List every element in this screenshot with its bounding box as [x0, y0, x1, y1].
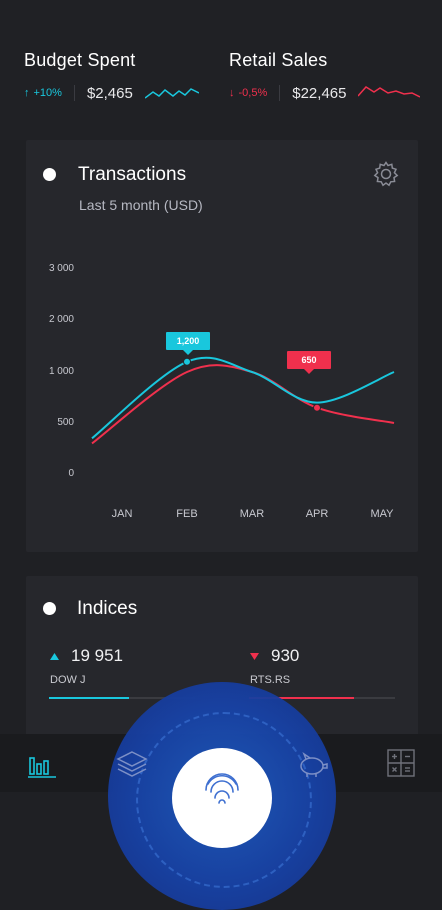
y-tick-label: 2 000	[48, 314, 74, 325]
index-value: 930	[271, 646, 300, 665]
tooltip-feb-value: 1,200	[166, 332, 210, 355]
kpi-amount: $22,465	[292, 84, 347, 102]
y-tick-label: 1 000	[48, 366, 74, 377]
calculator-icon[interactable]	[386, 748, 416, 778]
index-progress-track	[49, 697, 195, 699]
kpi-change: ↓ -0,5%	[229, 87, 268, 99]
y-tick-label: 500	[57, 417, 74, 428]
layers-icon[interactable]	[116, 750, 148, 778]
index-progress-track	[249, 697, 395, 699]
sparkline-up-icon	[144, 88, 199, 99]
x-tick-label: APR	[305, 508, 329, 520]
kpi-retail-sales[interactable]: Retail Sales ↓ -0,5% $22,465	[229, 50, 421, 102]
sparkline-down-icon	[358, 86, 421, 98]
gear-icon[interactable]	[372, 160, 400, 188]
card-title: Transactions	[78, 164, 187, 185]
transactions-card: Transactions Last 5 month (USD) 3 000 2 …	[26, 140, 418, 552]
bullet-dot-icon	[43, 602, 56, 615]
series-line-1	[91, 364, 395, 445]
divider	[279, 85, 281, 101]
bar-chart-icon[interactable]	[28, 750, 56, 778]
kpi-title: Retail Sales	[229, 50, 328, 70]
highlight-point-1[interactable]	[313, 403, 321, 412]
triangle-up-icon	[50, 652, 59, 660]
x-tick-label: MAY	[370, 508, 394, 520]
index-rts-rs[interactable]: 930 RTS.RS	[250, 646, 299, 686]
index-progress-fill	[49, 697, 130, 699]
index-value: 19 951	[71, 646, 123, 665]
y-tick-label: 0	[68, 468, 74, 479]
piggy-bank-icon[interactable]	[296, 752, 328, 778]
y-tick-label: 3 000	[48, 263, 74, 274]
fingerprint-button[interactable]	[172, 748, 272, 848]
bullet-dot-icon	[43, 168, 56, 181]
kpi-change: ↑ +10%	[24, 87, 62, 99]
triangle-down-icon	[250, 652, 259, 660]
transactions-line-chart	[91, 356, 395, 445]
arrow-down-icon: ↓	[229, 87, 235, 99]
x-tick-label: FEB	[176, 508, 198, 520]
index-progress-fill	[249, 697, 355, 699]
fingerprint-icon	[205, 773, 239, 804]
x-tick-label: MAR	[239, 508, 265, 520]
kpi-title: Budget Spent	[24, 50, 136, 70]
highlight-point-0[interactable]	[183, 357, 191, 366]
arrow-up-icon: ↑	[24, 87, 30, 99]
card-title: Indices	[77, 598, 138, 619]
divider	[73, 85, 75, 101]
tooltip-apr-value: 650	[287, 351, 331, 374]
kpi-header: Budget Spent ↑ +10% $2,465 Retail Sales …	[0, 0, 442, 140]
series-line-0	[91, 356, 395, 440]
x-tick-label: JAN	[111, 508, 133, 520]
card-subtitle: Last 5 month (USD)	[79, 197, 203, 213]
kpi-amount: $2,465	[86, 84, 133, 102]
index-name: RTS.RS	[250, 674, 291, 686]
kpi-budget-spent[interactable]: Budget Spent ↑ +10% $2,465	[24, 50, 199, 102]
index-dow-j[interactable]: 19 951 DOW J	[50, 646, 123, 686]
index-name: DOW J	[50, 674, 86, 686]
